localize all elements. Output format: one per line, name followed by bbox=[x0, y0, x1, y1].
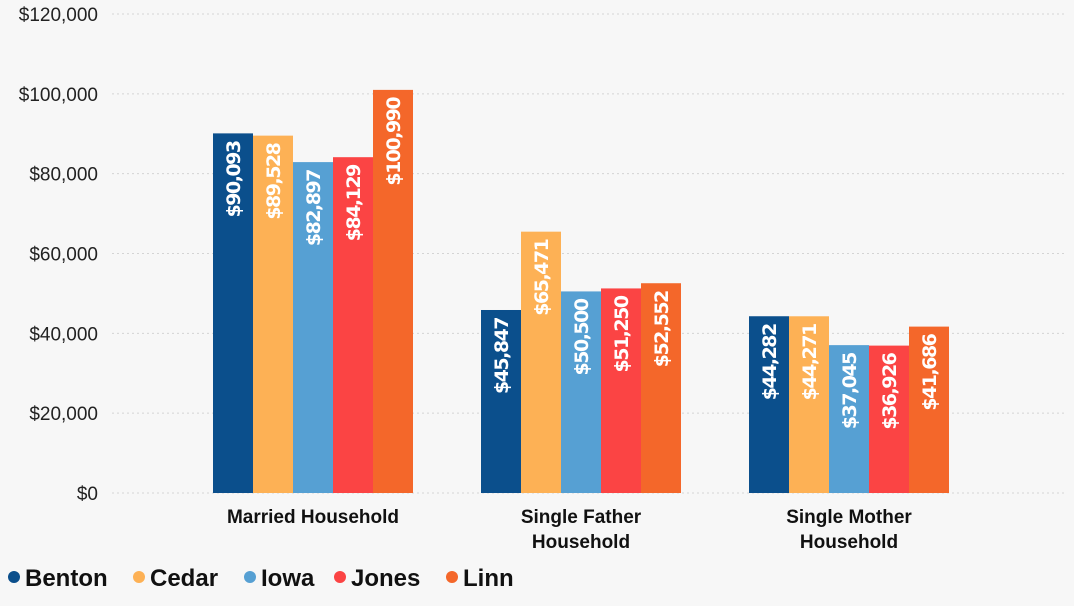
bar-cedar bbox=[253, 135, 293, 493]
data-label: $37,045 bbox=[839, 353, 861, 429]
data-label: $50,500 bbox=[571, 298, 593, 375]
x-tick-label: Household bbox=[532, 532, 630, 553]
data-label: $36,926 bbox=[879, 352, 901, 429]
bar-linn bbox=[641, 283, 681, 493]
x-tick-label: Single Father bbox=[521, 507, 642, 528]
legend-marker-jones bbox=[334, 571, 346, 583]
x-tick-label: Single Mother bbox=[786, 507, 912, 528]
bar-iowa bbox=[829, 345, 869, 493]
bar-iowa bbox=[561, 291, 601, 493]
bar-linn bbox=[373, 89, 413, 493]
data-label: $100,990 bbox=[383, 97, 405, 186]
legend-marker-linn bbox=[446, 571, 458, 583]
legend-label-jones: Jones bbox=[351, 565, 420, 592]
bar-iowa bbox=[293, 162, 333, 493]
legend-marker-iowa bbox=[244, 571, 256, 583]
bar-benton bbox=[213, 133, 253, 493]
data-label: $90,093 bbox=[223, 141, 245, 217]
bar-cedar bbox=[789, 316, 829, 493]
legend-marker-benton bbox=[8, 571, 20, 583]
y-tick-label: $100,000 bbox=[19, 85, 98, 106]
legend-label-linn: Linn bbox=[463, 565, 514, 592]
y-tick-label: $20,000 bbox=[29, 404, 98, 425]
data-label: $84,129 bbox=[343, 165, 365, 241]
bar-jones bbox=[869, 345, 909, 493]
legend-label-cedar: Cedar bbox=[150, 565, 218, 592]
x-tick-label: Household bbox=[800, 532, 898, 553]
bar-jones bbox=[601, 288, 641, 493]
bar-jones bbox=[333, 157, 373, 494]
bar-linn bbox=[909, 326, 949, 493]
data-label: $41,686 bbox=[919, 333, 941, 410]
y-tick-label: $120,000 bbox=[19, 5, 98, 26]
y-tick-label: $80,000 bbox=[29, 165, 98, 186]
bar-benton bbox=[481, 309, 521, 493]
legend-label-iowa: Iowa bbox=[261, 565, 315, 592]
y-tick-label: $60,000 bbox=[29, 245, 98, 266]
data-label: $82,897 bbox=[303, 170, 325, 246]
data-label: $44,271 bbox=[799, 324, 821, 400]
data-label: $52,552 bbox=[651, 291, 673, 367]
x-tick-label: Married Household bbox=[227, 507, 399, 528]
data-label: $45,847 bbox=[491, 318, 513, 394]
y-tick-label: $0 bbox=[77, 484, 98, 505]
data-label: $51,250 bbox=[611, 295, 633, 372]
legend-label-benton: Benton bbox=[25, 565, 108, 592]
legend-marker-cedar bbox=[133, 571, 145, 583]
bar-benton bbox=[749, 316, 789, 493]
data-label: $65,471 bbox=[531, 239, 553, 315]
data-label: $44,282 bbox=[759, 324, 781, 400]
data-label: $89,528 bbox=[263, 142, 285, 219]
bar-cedar bbox=[521, 231, 561, 493]
y-tick-label: $40,000 bbox=[29, 324, 98, 345]
